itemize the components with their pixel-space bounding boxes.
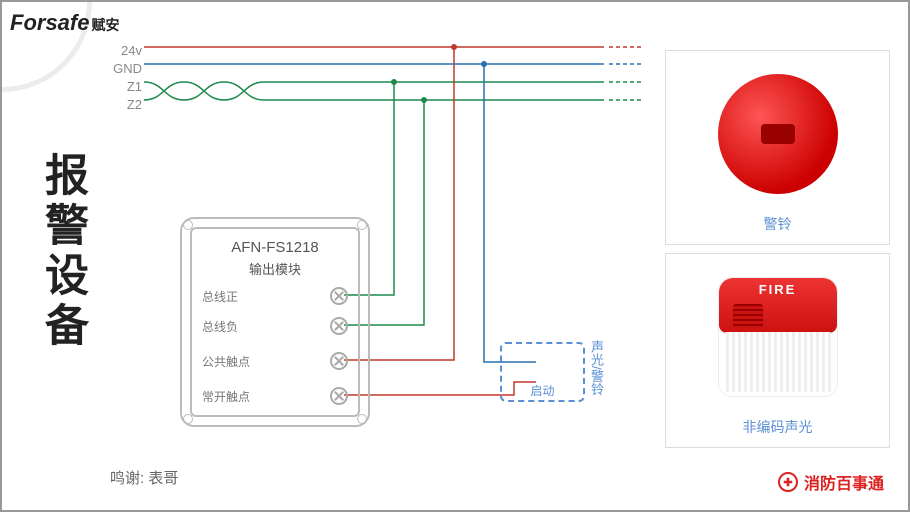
screw-icon (357, 220, 367, 230)
output-module: AFN-FS1218 输出模块 总线正 总线负 公共触点 常开触点 (180, 217, 370, 427)
strobe-grille (733, 304, 763, 328)
terminal-row: 总线负 (202, 317, 348, 335)
terminal-label: 公共触点 (202, 353, 250, 370)
gallery-card: FIRE 非编码声光 (665, 253, 890, 448)
load-start-label: 启动 (502, 382, 583, 399)
bell-image (676, 61, 879, 206)
strobe-icon: FIRE (718, 277, 838, 397)
logo-sub: 赋安 (91, 17, 119, 33)
brand-footer: ✚ 消防百事通 (778, 470, 884, 494)
bus-label-z2: Z2 (110, 96, 142, 114)
terminal-icon (330, 287, 348, 305)
logo-main: Forsafe (10, 10, 89, 35)
terminal-label: 总线正 (202, 288, 238, 305)
page-root: Forsafe赋安 报警设备 鸣谢: 表哥 ✚ 消防百事通 24v GND Z1… (0, 0, 910, 512)
bus-label-z1: Z1 (110, 78, 142, 96)
brand-text: 消防百事通 (804, 470, 884, 494)
screw-icon (183, 414, 193, 424)
terminal-row: 常开触点 (202, 387, 348, 405)
device-gallery: 警铃 FIRE 非编码声光 (665, 50, 890, 448)
load-caption: 声光/警铃 (590, 340, 606, 396)
gallery-card: 警铃 (665, 50, 890, 245)
terminal-icon (330, 387, 348, 405)
load-box: 启动 (500, 342, 585, 402)
terminal-label: 常开触点 (202, 388, 250, 405)
terminal-label: 总线负 (202, 318, 238, 335)
brand-icon: ✚ (778, 472, 798, 492)
strobe-lens (723, 332, 833, 392)
terminal-row: 总线正 (202, 287, 348, 305)
logo: Forsafe赋安 (10, 10, 119, 36)
bell-icon (718, 74, 838, 194)
gallery-caption: 非编码声光 (676, 417, 879, 437)
page-title: 报警设备 (30, 152, 94, 352)
bus-label-24v: 24v (110, 42, 142, 60)
terminal-row: 公共触点 (202, 352, 348, 370)
gallery-caption: 警铃 (676, 214, 879, 234)
wiring-diagram: 24v GND Z1 Z2 (110, 42, 660, 472)
bus-labels: 24v GND Z1 Z2 (110, 42, 142, 114)
terminal-icon (330, 352, 348, 370)
terminal-icon (330, 317, 348, 335)
module-name: 输出模块 (180, 259, 370, 278)
strobe-image: FIRE (676, 264, 879, 409)
screw-icon (183, 220, 193, 230)
screw-icon (357, 414, 367, 424)
module-model: AFN-FS1218 (180, 239, 370, 256)
bus-label-gnd: GND (110, 60, 142, 78)
